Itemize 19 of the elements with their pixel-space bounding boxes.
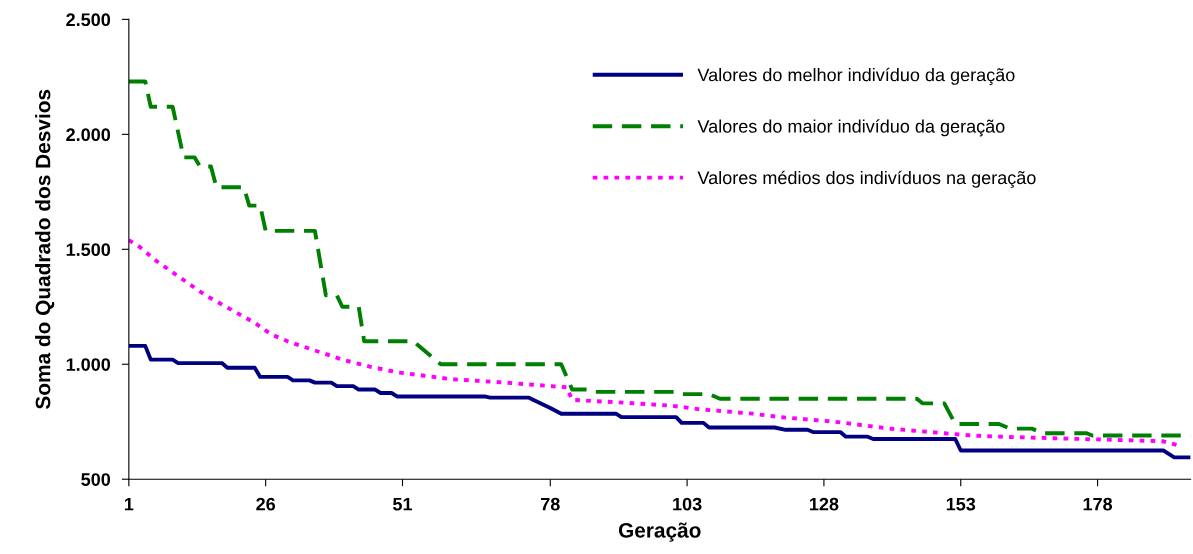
legend-label: Valores médios dos indivíduos na geração xyxy=(697,170,1036,188)
line-series xyxy=(128,343,1191,460)
y-tick-label: 1.000 xyxy=(66,358,111,371)
legend-label: Valores do maior indivíduo da geração xyxy=(697,119,1005,137)
y-tick-label: 2.500 xyxy=(66,13,111,27)
x-tick-label: 1 xyxy=(124,497,134,511)
x-axis-title: Geração xyxy=(618,522,701,542)
x-tick-label: 78 xyxy=(541,497,560,511)
legend-label: Valores do melhor indivíduo da geração xyxy=(697,67,1015,85)
y-tick-label: 2.000 xyxy=(66,128,111,142)
x-tick-label: 128 xyxy=(810,497,839,511)
x-tick-label: 26 xyxy=(256,497,276,511)
x-tick-label: 103 xyxy=(673,497,702,511)
x-tick-label: 51 xyxy=(393,497,413,511)
y-tick-label: 500 xyxy=(81,473,111,486)
y-tick-label: 1.500 xyxy=(66,243,111,257)
y-axis-title: Soma do Quadrado dos Desvios xyxy=(35,89,55,410)
x-tick-label: 153 xyxy=(946,497,976,511)
x-tick-label: 178 xyxy=(1083,497,1113,511)
